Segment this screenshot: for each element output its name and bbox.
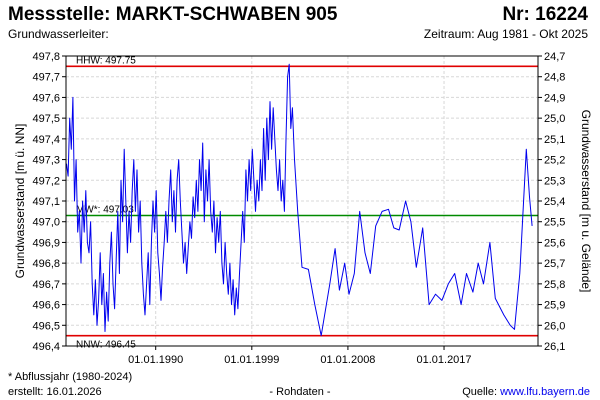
y2-tick-label: 25,3 (544, 175, 565, 187)
y2-tick-label: 26,0 (544, 320, 565, 332)
series-layer (66, 63, 533, 337)
x-tick-label: 01.01.1990 (128, 354, 183, 366)
y2-tick-label: 24,9 (544, 92, 565, 104)
y-axis-left: 496,4 496,5 496,6 496,7 496,8 496,9 497,0 497,1… (32, 51, 66, 353)
y2-tick-label: 24,8 (544, 72, 565, 84)
y2-tick-label: 25,7 (544, 258, 565, 270)
reference-line-label: MW*: 497.03 (76, 205, 134, 216)
y2-tick-label: 24,7 (544, 51, 565, 63)
y-tick-label: 497,3 (32, 155, 60, 167)
y-tick-label: 497,6 (32, 92, 60, 104)
x-axis: 01.01.1990 01.01.1999 01.01.2008 01.01.2017 (128, 346, 472, 366)
y2-tick-label: 25,6 (544, 237, 565, 249)
created-date: erstellt: 16.01.2026 (8, 386, 102, 398)
aquifer-label: Grundwasserleiter: (8, 27, 109, 41)
y-tick-label: 496,6 (32, 300, 60, 312)
y-tick-label: 496,4 (32, 341, 60, 353)
y2-tick-label: 25,4 (544, 196, 565, 208)
y-tick-label: 497,8 (32, 51, 60, 63)
y2-tick-label: 25,1 (544, 134, 565, 146)
reference-line-label: HHW: 497.75 (76, 55, 136, 66)
y2-tick-label: 25,2 (544, 155, 565, 167)
y-tick-label: 497,5 (32, 113, 60, 125)
x-tick-label: 01.01.2008 (320, 354, 375, 366)
x-tick-label: 01.01.2017 (416, 354, 471, 366)
y-tick-label: 496,9 (32, 237, 60, 249)
y-tick-label: 496,5 (32, 320, 60, 332)
source-label: Quelle: (462, 386, 501, 398)
reference-line-label: NNW: 496.45 (76, 340, 136, 351)
y-tick-label: 497,7 (32, 72, 60, 84)
station-title: Messstelle: MARKT-SCHWABEN 905 (8, 4, 338, 25)
reference-lines: HHW: 497.75 MW*: 497.03 NNW: 496.45 (66, 55, 538, 351)
hydrological-year-note: * Abflussjahr (1980-2024) (8, 371, 133, 383)
station-number: Nr: 16224 (502, 4, 588, 25)
y-tick-label: 497,1 (32, 196, 60, 208)
y2-tick-label: 26,1 (544, 341, 565, 353)
y-axis-right: 26,1 26,0 25,9 25,8 25,7 25,6 25,5 25,4 25,3 25,2… (538, 51, 565, 353)
source-link[interactable]: www.lfu.bayern.de (500, 386, 590, 398)
y-tick-label: 496,7 (32, 279, 60, 291)
y-tick-label: 497,4 (32, 134, 60, 146)
source: Quelle: www.lfu.bayern.de (462, 386, 590, 398)
series-line (66, 63, 533, 337)
raw-data-label: - Rohdaten - (269, 386, 331, 398)
y2-tick-label: 25,9 (544, 300, 565, 312)
y2-tick-label: 25,0 (544, 113, 565, 125)
y2-tick-label: 25,5 (544, 217, 565, 229)
period-label: Zeitraum: Aug 1981 - Okt 2025 (423, 27, 588, 41)
y-axis-title: Grundwasserstand [m ü. NN] (13, 124, 27, 279)
y-tick-label: 496,8 (32, 258, 60, 270)
y-tick-label: 497,0 (32, 217, 60, 229)
y2-tick-label: 25,8 (544, 279, 565, 291)
y-tick-label: 497,2 (32, 175, 60, 187)
x-tick-label: 01.01.1999 (224, 354, 279, 366)
grid (66, 55, 538, 347)
y2-axis-title: Grundwasserstand [m u. Gelände] (579, 110, 593, 293)
